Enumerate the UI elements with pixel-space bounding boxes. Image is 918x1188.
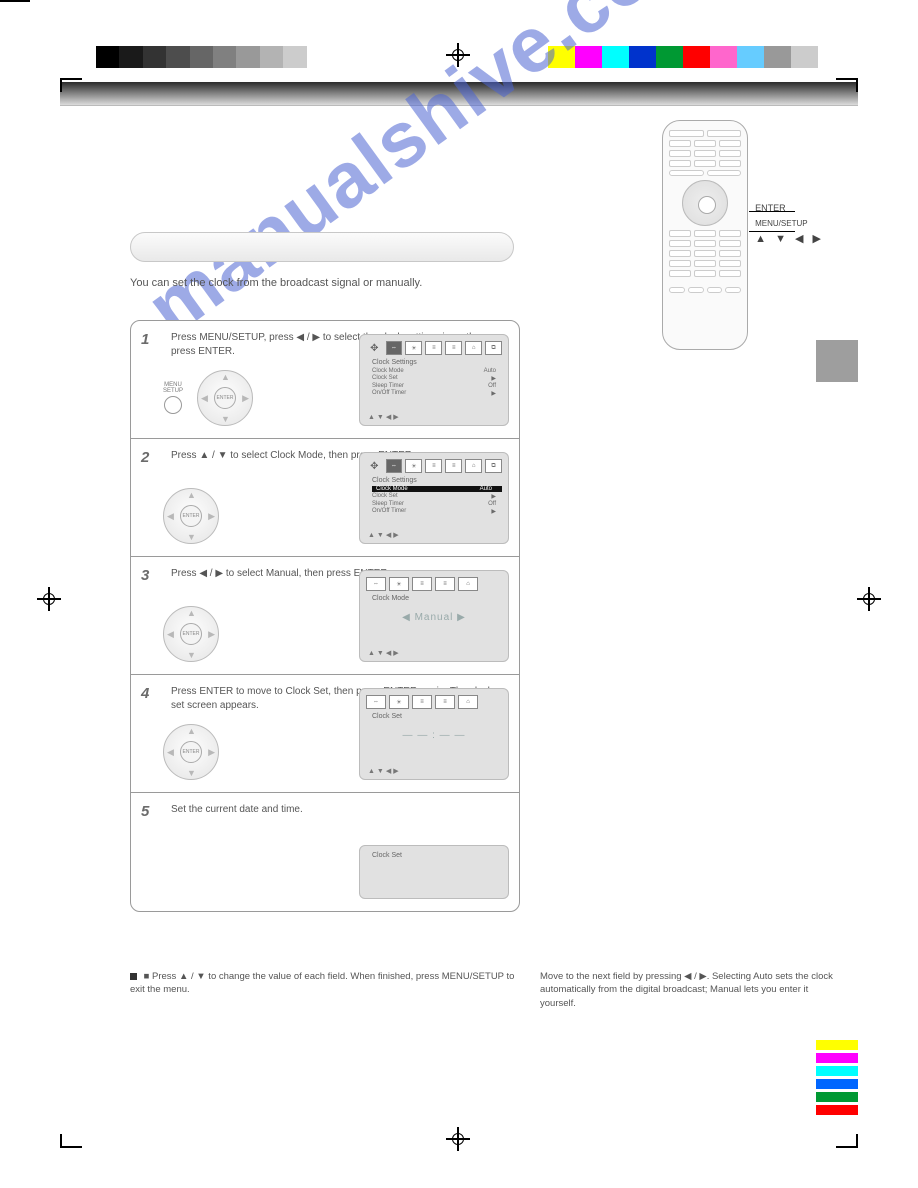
crop-mark [836, 78, 858, 92]
dpad-icon: ENTER▲▼◀▶ [197, 370, 253, 426]
hue-bar [548, 46, 818, 68]
step-number: 1 [141, 331, 149, 348]
instruction-step: 2Press ▲ / ▼ to select Clock Mode, then … [131, 439, 519, 557]
enter-label: ENTER [755, 203, 824, 213]
menu-setup-button-icon: MENUSETUP [163, 382, 183, 414]
dpad-icon: ENTER▲▼◀▶ [163, 724, 219, 780]
step-controls: ENTER▲▼◀▶ [163, 724, 219, 780]
remote-arrow-labels: ENTER MENU/SETUP ▲ ▼ ◀ ▶ [755, 203, 824, 245]
arrow-glyphs: ▲ ▼ ◀ ▶ [755, 232, 824, 245]
crop-mark [60, 1134, 82, 1148]
bullet-icon [130, 973, 137, 980]
footnote-left: ■ Press ▲ / ▼ to change the value of eac… [130, 970, 520, 997]
grayscale-bar [96, 46, 330, 68]
footnote-right: Move to the next field by pressing ◀ / ▶… [540, 970, 840, 1010]
osd-screen: Clock Set [359, 845, 509, 899]
crop-mark [60, 78, 82, 92]
side-color-bars [816, 1040, 858, 1118]
registration-mark-icon [40, 590, 58, 608]
osd-icon-row: ⇔☀≡≡⌂ [366, 695, 502, 709]
section-intro-text: You can set the clock from the broadcast… [130, 276, 570, 291]
osd-icon-row: ✥⇔☀≡≡⌂⧉ [366, 459, 502, 473]
side-marker [816, 340, 858, 382]
menu-setup-label: MENU/SETUP [755, 219, 824, 228]
osd-screen: ⇔☀≡≡⌂Clock Set— — : — —▲▼◀▶ [359, 688, 509, 780]
instruction-step: 1Press MENU/SETUP, press ◀ / ▶ to select… [131, 321, 519, 439]
remote-control-diagram [662, 120, 748, 350]
crop-mark [0, 0, 30, 2]
steps-frame: 1Press MENU/SETUP, press ◀ / ▶ to select… [130, 320, 520, 912]
osd-icon-row: ⇔☀≡≡⌂ [366, 577, 502, 591]
registration-mark-icon [449, 46, 467, 64]
step-text: Set the current date and time. [171, 803, 505, 837]
step-number: 4 [141, 685, 149, 702]
osd-screen: ⇔☀≡≡⌂Clock Mode◀ Manual ▶▲▼◀▶ [359, 570, 509, 662]
step-number: 5 [141, 803, 149, 820]
osd-screen: ✥⇔☀≡≡⌂⧉Clock SettingsClock ModeAutoClock… [359, 452, 509, 544]
dpad-icon: ENTER▲▼◀▶ [163, 606, 219, 662]
step-controls: ENTER▲▼◀▶ [163, 606, 219, 662]
registration-mark-icon [449, 1130, 467, 1148]
crop-mark [836, 1134, 858, 1148]
section-heading-bar [130, 232, 514, 262]
dpad-icon: ENTER▲▼◀▶ [163, 488, 219, 544]
step-controls: MENUSETUP ENTER▲▼◀▶ [163, 370, 253, 426]
remote-dpad-icon [682, 180, 728, 226]
instruction-step: 4Press ENTER to move to Clock Set, then … [131, 675, 519, 793]
step-number: 3 [141, 567, 149, 584]
osd-screen: ✥⇔☀≡≡⌂⧉Clock SettingsClock ModeAutoClock… [359, 334, 509, 426]
instruction-step: 5 Set the current date and time. Clock Set [131, 793, 519, 911]
instruction-step: 3Press ◀ / ▶ to select Manual, then pres… [131, 557, 519, 675]
step-number: 2 [141, 449, 149, 466]
osd-icon-row: ✥⇔☀≡≡⌂⧉ [366, 341, 502, 355]
step-controls: ENTER▲▼◀▶ [163, 488, 219, 544]
footnote-left-text: ■ Press ▲ / ▼ to change the value of eac… [130, 971, 514, 995]
header-gradient-band [60, 82, 858, 106]
registration-mark-icon [860, 590, 878, 608]
